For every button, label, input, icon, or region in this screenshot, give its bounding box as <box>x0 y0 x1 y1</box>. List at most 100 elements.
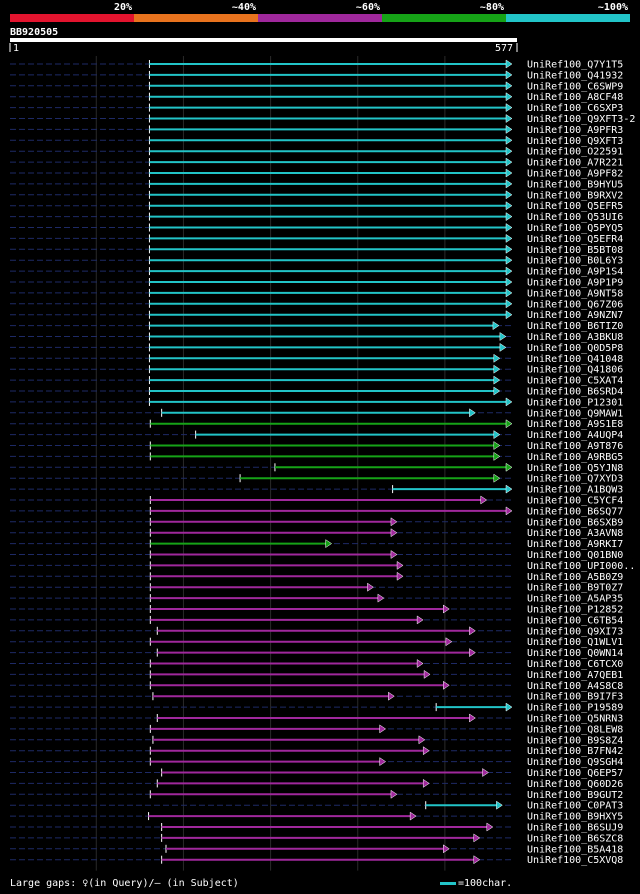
hit-label[interactable]: UniRef100_A9NZN7 <box>527 310 623 321</box>
hit-row[interactable]: UniRef100_Q0WN14 <box>10 648 623 659</box>
hit-label[interactable]: UniRef100_B5BT08 <box>527 245 623 256</box>
hit-label[interactable]: UniRef100_Q6EP57 <box>527 768 623 779</box>
hit-row[interactable]: UniRef100_A3AVN8 <box>10 528 623 539</box>
hit-row[interactable]: UniRef100_Q5PYQ5 <box>10 223 623 234</box>
hit-label[interactable]: UniRef100_A7R221 <box>527 158 623 169</box>
hit-label[interactable]: UniRef100_A4UQP4 <box>527 430 623 441</box>
hit-label[interactable]: UniRef100_B9HXY5 <box>527 812 623 823</box>
hit-row[interactable]: UniRef100_B9GUT2 <box>10 790 623 801</box>
hit-row[interactable]: UniRef100_UPI000.. <box>10 561 635 572</box>
hit-row[interactable]: UniRef100_A9T876 <box>10 441 623 452</box>
hit-label[interactable]: UniRef100_Q7XYD3 <box>527 474 623 485</box>
hit-label[interactable]: UniRef100_A9P1P9 <box>527 278 623 289</box>
hit-label[interactable]: UniRef100_B6SUJ9 <box>527 823 623 834</box>
hit-label[interactable]: UniRef100_P12852 <box>527 605 623 616</box>
hit-label[interactable]: UniRef100_P12301 <box>527 397 623 408</box>
hit-label[interactable]: UniRef100_Q5NRN3 <box>527 714 623 725</box>
hit-row[interactable]: UniRef100_Q1WLV1 <box>10 637 623 648</box>
hit-row[interactable]: UniRef100_A7R221 <box>10 158 623 169</box>
hit-row[interactable]: UniRef100_Q5EFR5 <box>10 201 623 212</box>
hit-row[interactable]: UniRef100_A7QEB1 <box>10 670 623 681</box>
hit-label[interactable]: UniRef100_A7QEB1 <box>527 670 623 681</box>
hit-row[interactable]: UniRef100_A9P1P9 <box>10 278 623 289</box>
hit-row[interactable]: UniRef100_C6TCX0 <box>10 659 623 670</box>
hit-label[interactable]: UniRef100_Q5EFR4 <box>527 234 623 245</box>
hit-label[interactable]: UniRef100_A9T876 <box>527 441 623 452</box>
hit-row[interactable]: UniRef100_Q5NRN3 <box>10 714 623 725</box>
hit-row[interactable]: UniRef100_A4S8C8 <box>10 681 623 692</box>
hit-row[interactable]: UniRef100_A9S1E8 <box>10 419 623 430</box>
hit-label[interactable]: UniRef100_B9T0Z7 <box>527 583 623 594</box>
hit-row[interactable]: UniRef100_O22591 <box>10 147 623 158</box>
hit-label[interactable]: UniRef100_C6TB54 <box>527 615 623 626</box>
hit-label[interactable]: UniRef100_A5B0Z9 <box>527 572 623 583</box>
hit-label[interactable]: UniRef100_A1BQW3 <box>527 485 623 496</box>
hit-label[interactable]: UniRef100_C0PAT3 <box>527 801 623 812</box>
hit-label[interactable]: UniRef100_C5YCF4 <box>527 496 623 507</box>
hit-row[interactable]: UniRef100_A9RBG5 <box>10 452 623 463</box>
hit-row[interactable]: UniRef100_B9HYU5 <box>10 179 623 190</box>
hit-row[interactable]: UniRef100_B5BT08 <box>10 245 623 256</box>
hit-label[interactable]: UniRef100_Q5EFR5 <box>527 201 623 212</box>
hit-label[interactable]: UniRef100_B6TIZ0 <box>527 321 623 332</box>
hit-label[interactable]: UniRef100_B9I7F3 <box>527 692 623 703</box>
hit-row[interactable]: UniRef100_Q8LEW8 <box>10 724 623 735</box>
hit-row[interactable]: UniRef100_C5XAT4 <box>10 376 623 387</box>
hit-row[interactable]: UniRef100_A8CF48 <box>10 92 623 103</box>
hit-label[interactable]: UniRef100_C6SWP9 <box>527 81 623 92</box>
hit-row[interactable]: UniRef100_Q53UI6 <box>10 212 623 223</box>
hit-row[interactable]: UniRef100_Q41048 <box>10 354 623 365</box>
hit-label[interactable]: UniRef100_C5XAT4 <box>527 376 623 387</box>
hit-label[interactable]: UniRef100_A9RKI7 <box>527 539 623 550</box>
hit-row[interactable]: UniRef100_Q9SGH4 <box>10 757 623 768</box>
hit-row[interactable]: UniRef100_Q7Y1T5 <box>10 60 623 71</box>
hit-label[interactable]: UniRef100_B9S8Z4 <box>527 735 623 746</box>
hit-label[interactable]: UniRef100_B6SQ77 <box>527 506 623 517</box>
hit-row[interactable]: UniRef100_P12301 <box>10 397 623 408</box>
hit-row[interactable]: UniRef100_A3BKU8 <box>10 332 623 343</box>
hit-label[interactable]: UniRef100_P19589 <box>527 703 623 714</box>
hit-label[interactable]: UniRef100_B7FN42 <box>527 746 623 757</box>
hit-label[interactable]: UniRef100_A9NT58 <box>527 288 623 299</box>
hit-row[interactable]: UniRef100_A1BQW3 <box>10 485 623 496</box>
hit-row[interactable]: UniRef100_Q41932 <box>10 70 623 81</box>
hit-label[interactable]: UniRef100_B0L6Y3 <box>527 256 623 267</box>
hit-row[interactable]: UniRef100_A9NT58 <box>10 288 623 299</box>
hit-row[interactable]: UniRef100_A4UQP4 <box>10 430 623 441</box>
hit-row[interactable]: UniRef100_A5AP35 <box>10 594 623 605</box>
hit-label[interactable]: UniRef100_A5AP35 <box>527 594 623 605</box>
hit-row[interactable]: UniRef100_C6SWP9 <box>10 81 623 92</box>
hit-row[interactable]: UniRef100_B9RXV2 <box>10 190 623 201</box>
hit-row[interactable]: UniRef100_Q67Z06 <box>10 299 623 310</box>
hit-row[interactable]: UniRef100_Q41806 <box>10 365 623 376</box>
hit-label[interactable]: UniRef100_Q9SGH4 <box>527 757 623 768</box>
hit-label[interactable]: UniRef100_A9PFR3 <box>527 125 623 136</box>
hit-row[interactable]: UniRef100_B9T0Z7 <box>10 583 623 594</box>
hit-row[interactable]: UniRef100_C6TB54 <box>10 615 623 626</box>
hit-label[interactable]: UniRef100_Q7Y1T5 <box>527 60 623 71</box>
hit-row[interactable]: UniRef100_A9PF82 <box>10 169 623 180</box>
hit-row[interactable]: UniRef100_B6SUJ9 <box>10 823 623 834</box>
hit-label[interactable]: UniRef100_C6SXP3 <box>527 103 623 114</box>
hit-row[interactable]: UniRef100_C0PAT3 <box>10 801 623 812</box>
hit-row[interactable]: UniRef100_B5A418 <box>10 844 623 855</box>
hit-row[interactable]: UniRef100_A5B0Z9 <box>10 572 623 583</box>
hit-row[interactable]: UniRef100_B6SQ77 <box>10 506 623 517</box>
hit-label[interactable]: UniRef100_Q0WN14 <box>527 648 623 659</box>
hit-row[interactable]: UniRef100_A9P1S4 <box>10 267 623 278</box>
hit-row[interactable]: UniRef100_Q9XFT3 <box>10 136 623 147</box>
hit-row[interactable]: UniRef100_A9RKI7 <box>10 539 623 550</box>
hit-label[interactable]: UniRef100_Q9XFT3 <box>527 136 623 147</box>
hit-row[interactable]: UniRef100_C5YCF4 <box>10 496 623 507</box>
hit-label[interactable]: UniRef100_Q41806 <box>527 365 623 376</box>
hit-label[interactable]: UniRef100_B6SXB9 <box>527 517 623 528</box>
hit-row[interactable]: UniRef100_Q6EP57 <box>10 768 623 779</box>
hit-label[interactable]: UniRef100_A9S1E8 <box>527 419 623 430</box>
hit-label[interactable]: UniRef100_UPI000.. <box>527 561 635 572</box>
hit-label[interactable]: UniRef100_Q5YJN8 <box>527 463 623 474</box>
hit-row[interactable]: UniRef100_B0L6Y3 <box>10 256 623 267</box>
hit-label[interactable]: UniRef100_Q41048 <box>527 354 623 365</box>
hit-row[interactable]: UniRef100_Q9XI73 <box>10 626 623 637</box>
hit-label[interactable]: UniRef100_Q1WLV1 <box>527 637 623 648</box>
hit-row[interactable]: UniRef100_Q5EFR4 <box>10 234 623 245</box>
